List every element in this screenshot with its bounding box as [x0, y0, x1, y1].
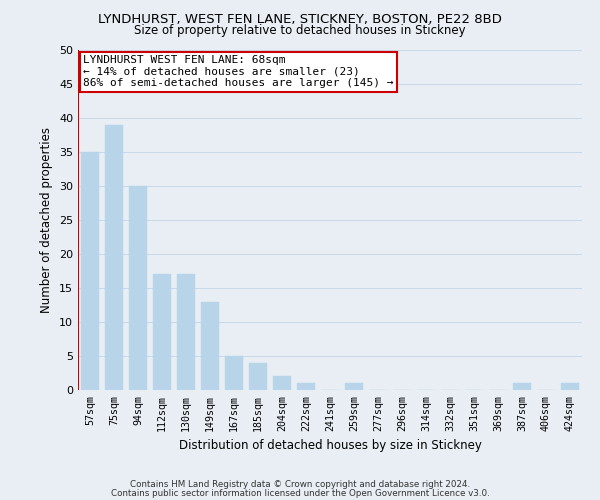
Text: Contains HM Land Registry data © Crown copyright and database right 2024.: Contains HM Land Registry data © Crown c…: [130, 480, 470, 489]
Text: LYNDHURST, WEST FEN LANE, STICKNEY, BOSTON, PE22 8BD: LYNDHURST, WEST FEN LANE, STICKNEY, BOST…: [98, 12, 502, 26]
Bar: [201, 302, 219, 390]
Bar: [561, 383, 579, 390]
Bar: [345, 383, 363, 390]
Text: LYNDHURST WEST FEN LANE: 68sqm
← 14% of detached houses are smaller (23)
86% of : LYNDHURST WEST FEN LANE: 68sqm ← 14% of …: [83, 55, 394, 88]
Bar: [249, 363, 267, 390]
Bar: [105, 125, 123, 390]
Bar: [153, 274, 171, 390]
Bar: [513, 383, 531, 390]
Y-axis label: Number of detached properties: Number of detached properties: [40, 127, 53, 313]
Bar: [273, 376, 291, 390]
Text: Size of property relative to detached houses in Stickney: Size of property relative to detached ho…: [134, 24, 466, 37]
Text: Contains public sector information licensed under the Open Government Licence v3: Contains public sector information licen…: [110, 488, 490, 498]
Bar: [225, 356, 243, 390]
X-axis label: Distribution of detached houses by size in Stickney: Distribution of detached houses by size …: [179, 439, 481, 452]
Bar: [297, 383, 315, 390]
Bar: [129, 186, 147, 390]
Bar: [81, 152, 99, 390]
Bar: [177, 274, 195, 390]
